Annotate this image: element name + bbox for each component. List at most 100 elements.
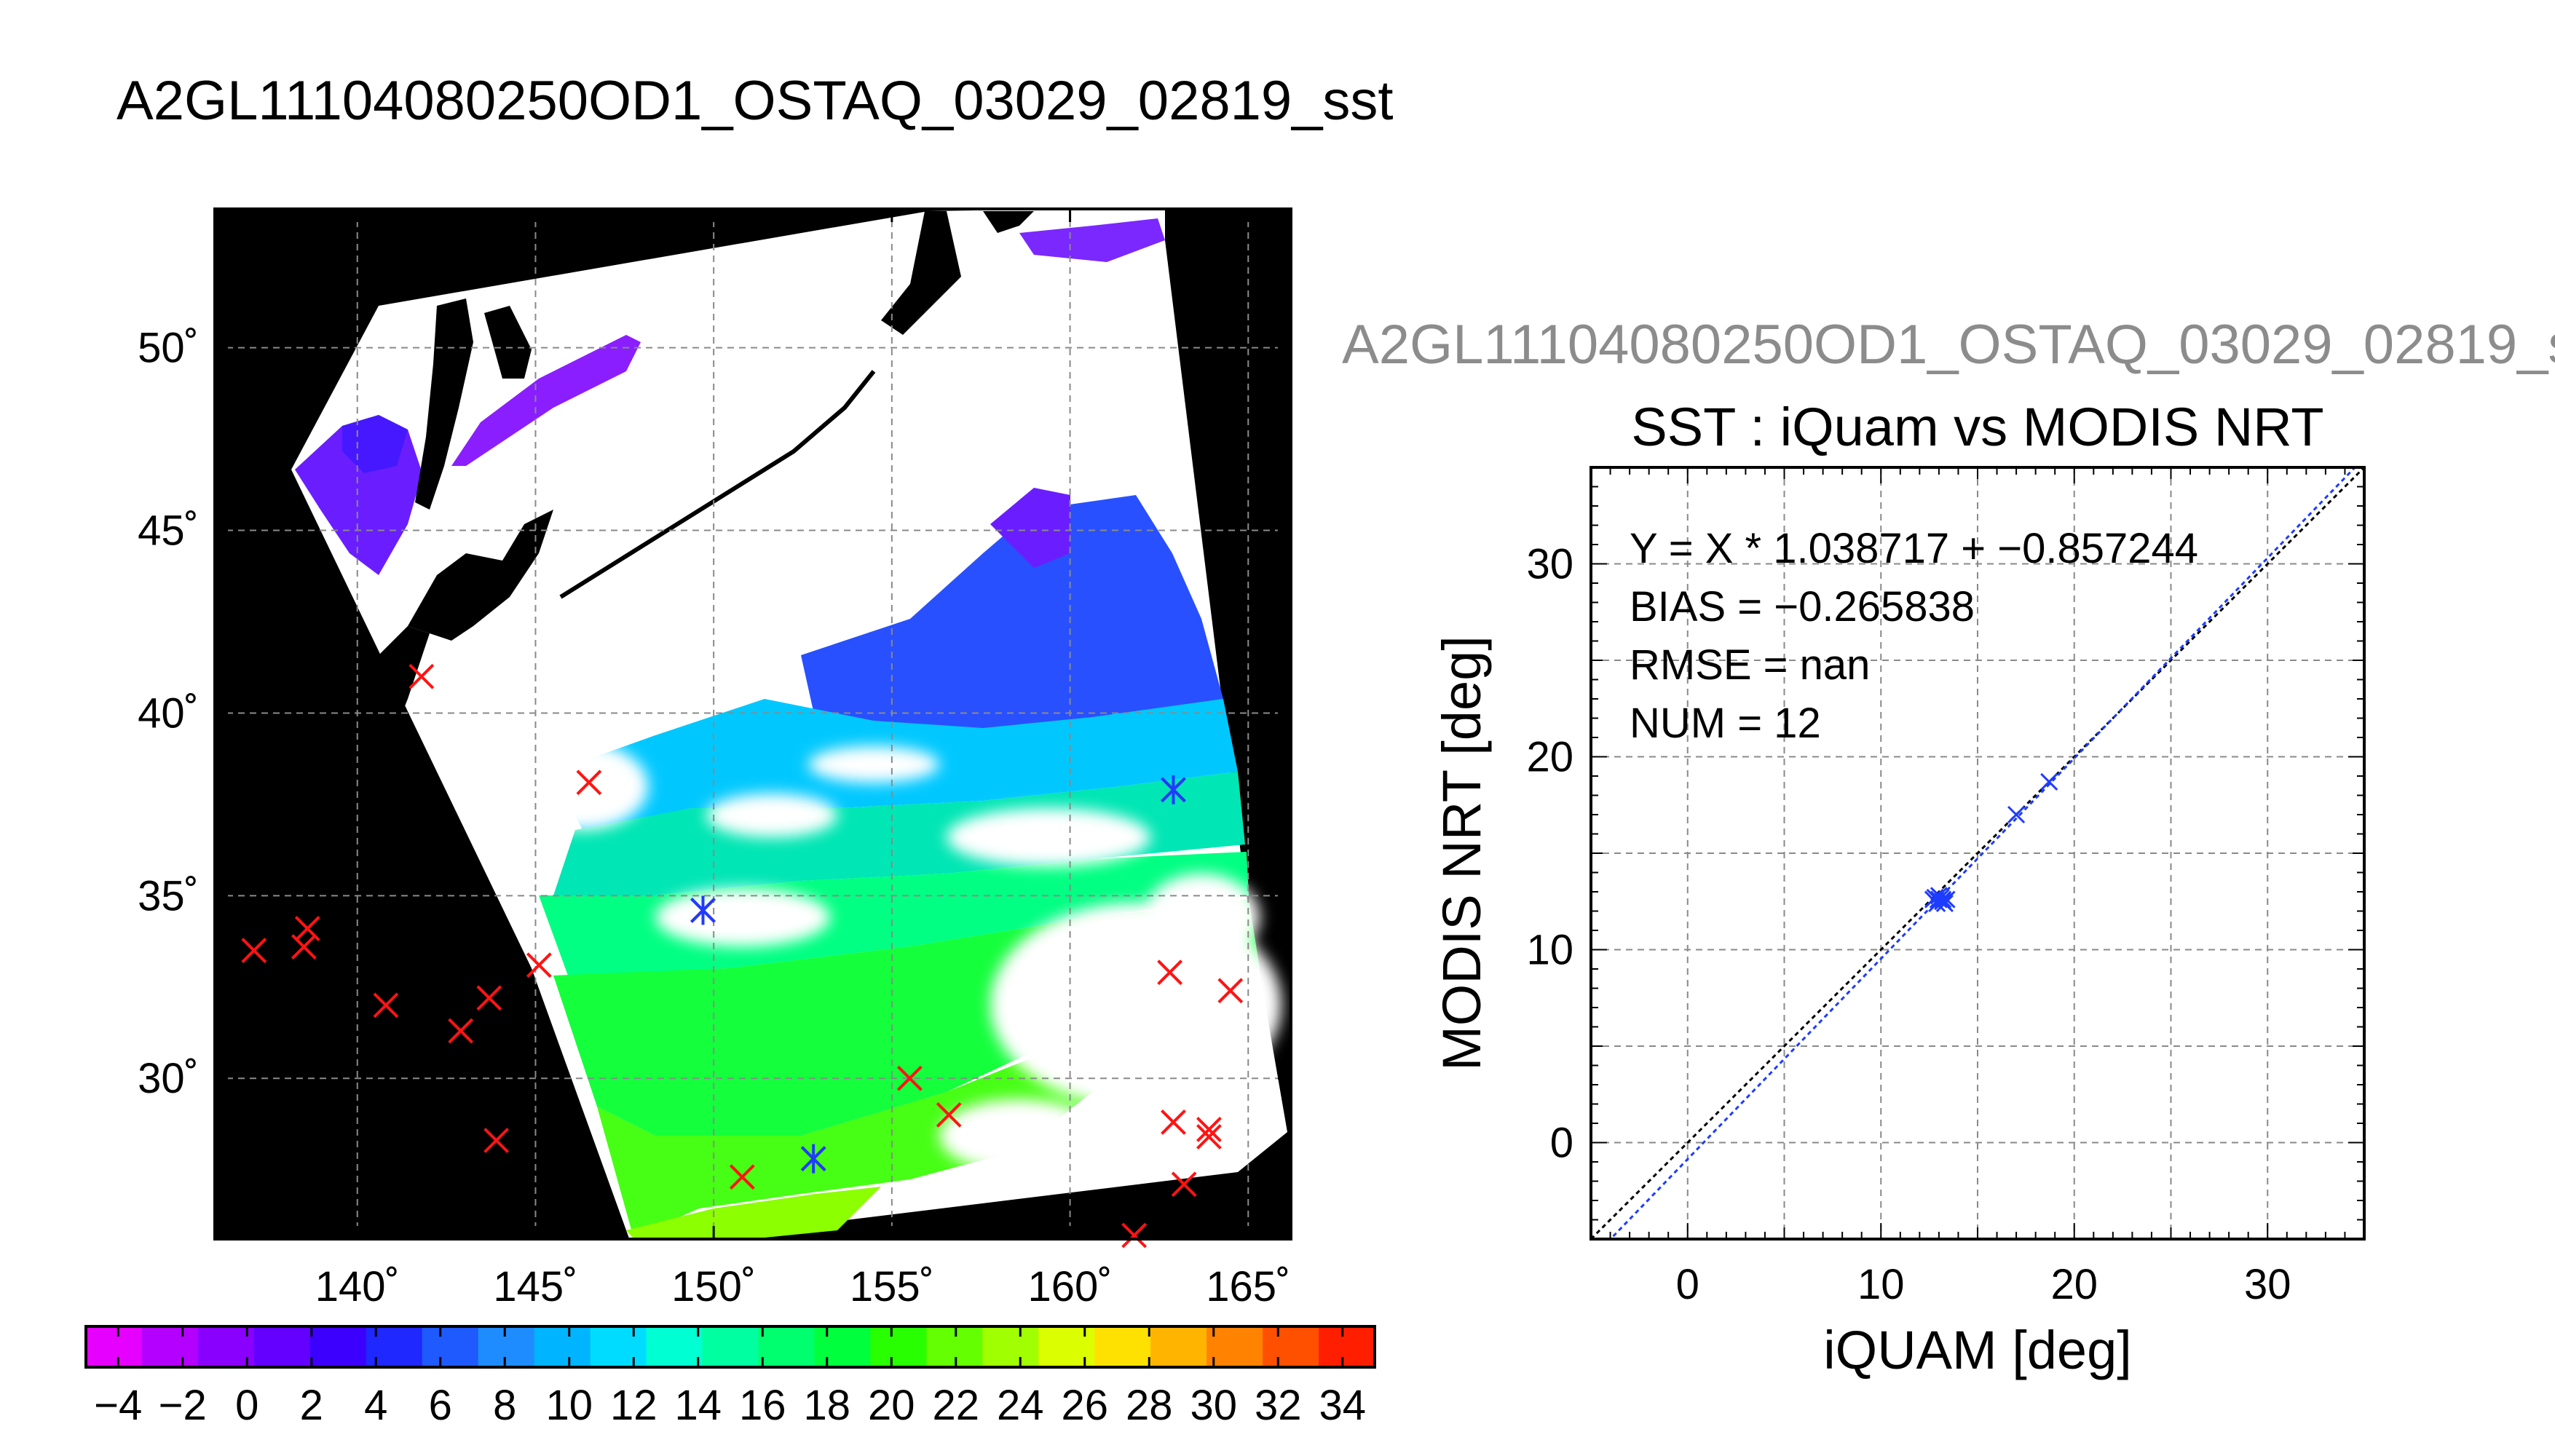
map-x-tick-label: 160˚ [1028,1263,1113,1310]
scatter-x-tick-label: 30 [2244,1261,2291,1308]
scatter-point [2007,805,2026,824]
map-y-tick-label: 50˚ [138,325,199,372]
map-frame [213,207,1292,1241]
colorbar-cell [478,1326,535,1367]
land-sakhalin-north [484,306,532,379]
matchup-marker-blue [1161,775,1186,804]
colorbar-cell [534,1326,591,1367]
matchup-marker-red [1196,1117,1222,1142]
colorbar-tick-label: 30 [1190,1382,1237,1429]
matchup-marker-red-stroke [1196,1117,1222,1142]
colorbar-cell [1319,1326,1375,1367]
matchup-marker-red [729,1164,755,1190]
matchup-marker-red-stroke [294,916,320,941]
sst-region-subarctic [990,488,1070,568]
colorbar-cell [702,1326,759,1367]
colorbar-tick-label: 0 [235,1382,258,1429]
matchup-marker-red [526,952,552,978]
colorbar-tick-label: 6 [429,1382,452,1429]
colorbar-cell [982,1326,1039,1367]
colorbar-cell [1038,1326,1095,1367]
matchup-marker-blue [690,895,716,925]
colorbar-cell [1150,1326,1207,1367]
colorbar-cell [758,1326,815,1367]
matchup-marker-red-stroke [1121,1222,1148,1249]
matchup-marker-red-stroke [1157,960,1183,986]
colorbar-tick-label: −4 [94,1382,142,1429]
scatter-y-tick-label: 0 [1550,1120,1573,1167]
scatter-point [1934,890,1952,909]
colorbar-tick-label: 34 [1319,1382,1366,1429]
map-x-tick-label: 150˚ [671,1263,756,1310]
colorbar-tick-label: 18 [803,1382,850,1429]
matchup-marker-red-stroke [483,1128,510,1153]
scatter-point [2040,772,2058,791]
matchup-marker-red-stroke [408,663,435,689]
scatter-x-axis: 0 10 20 30 [1609,467,2346,1308]
matchup-marker-red [408,663,435,689]
colorbar-tick-label: 4 [364,1382,387,1429]
colorbar-tick-label: 22 [932,1382,979,1429]
colorbar-tick-label: 16 [739,1382,786,1429]
colorbar-tick-label: 32 [1255,1382,1302,1429]
matchup-marker-red [1217,978,1244,1004]
land-kuril-islands [559,370,876,599]
land-mask [371,211,1034,735]
colorbar-tick-label: 14 [674,1382,722,1429]
stats-rmse: RMSE = nan [1630,641,1870,689]
colorbar-cell [870,1326,927,1367]
map-y-tick-label: 35˚ [138,872,199,919]
matchup-marker-red [291,934,317,960]
scatter-frame [1590,466,2366,1241]
matchup-marker-blue [800,1144,826,1174]
sst-region-mid [553,772,1245,895]
cloud [1143,874,1260,961]
cloud [706,794,837,837]
sst-region-north-east [1019,218,1165,262]
scatter-points [1924,772,2058,912]
matchup-marker-red [448,1018,474,1044]
matchup-marker-red [1121,1222,1148,1249]
sst-region-okhotsk [451,335,641,466]
sst-colorbar: −4 −2 0 2 4 6 8 10 12 14 16 18 20 22 24 26 28 30 32 34 [84,1325,1376,1429]
map-y-tick-label: 45˚ [138,507,199,555]
matchup-marker-red [576,769,602,796]
matchup-marker-red-stroke [1171,1171,1197,1198]
cloud [655,888,830,946]
matchup-marker-red-stroke [576,769,602,796]
matchup-marker-red-stroke [896,1065,923,1091]
colorbar-cell [1263,1326,1319,1367]
colorbar-tick-labels: −4 −2 0 2 4 6 8 10 12 14 16 18 20 22 24 26 28 30 32 34 [94,1326,1366,1429]
scatter-y-tick-label: 10 [1526,927,1573,974]
matchup-marker-red-stroke [729,1164,755,1190]
matchup-marker-red [1196,1124,1222,1150]
colorbar-cell [366,1326,423,1367]
sst-region-north [342,415,408,473]
sst-map-panel: 140˚ 145˚ 150˚ 155˚ 160˚ 165˚ 30˚ 35˚ 40˚ 45˚ 50˚ [138,207,1292,1310]
colorbar-cell [309,1326,367,1367]
stats-bias: BIAS = −0.265838 [1630,583,1975,630]
colorbar-cells [86,1326,1375,1367]
matchup-marker-red-stroke [373,992,399,1018]
map-x-tick-label: 155˚ [850,1263,934,1310]
colorbar-cell [646,1326,703,1367]
map-gridlines [215,209,1291,1239]
matchup-marker-red-stroke [936,1101,962,1128]
cloud [947,808,1150,866]
scatter-gridlines [1591,467,2364,1239]
colorbar-cell [1207,1326,1263,1367]
colorbar-cell [86,1326,143,1367]
scatter-x-tick-label: 10 [1857,1261,1905,1308]
land-japan-coast [371,626,430,735]
scatter-y-tick-label: 30 [1526,541,1573,588]
land-kamchatka-tip [983,211,1034,233]
colorbar-tick-label: 8 [493,1382,516,1429]
colorbar-frame [84,1325,1376,1369]
matchup-marker-red-stroke [1196,1124,1222,1150]
scatter-point-stroke [1935,894,1954,912]
scatter-x-label: iQUAM [deg] [1823,1320,2132,1380]
matchup-marker-red-stroke [448,1018,474,1044]
sst-region-south-warm [626,1187,881,1239]
scatter-y-label: MODIS NRT [deg] [1431,636,1492,1071]
